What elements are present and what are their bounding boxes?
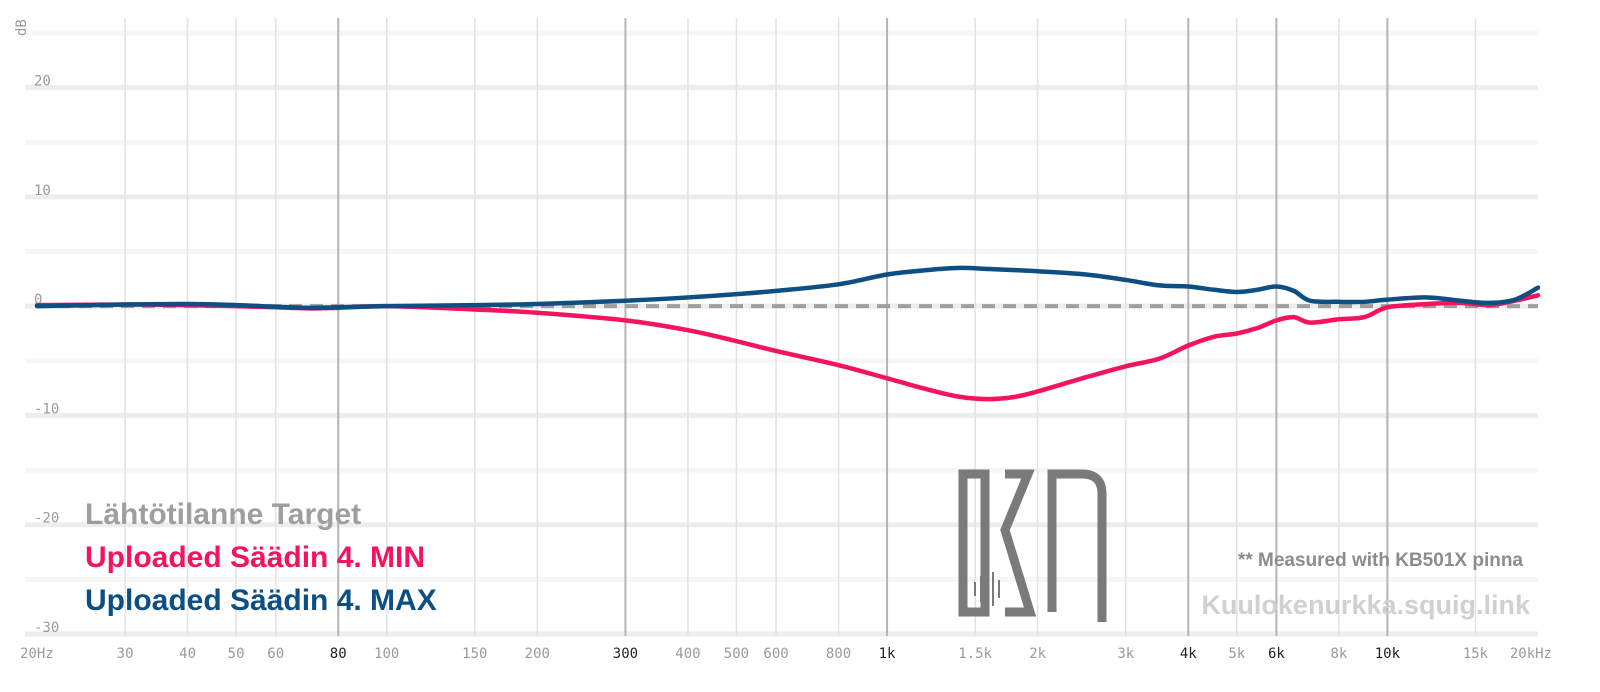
x-tick-label: 20Hz <box>20 646 54 662</box>
series-line-1 <box>34 293 1541 402</box>
x-tick-label: 50 <box>228 646 245 662</box>
x-tick-label: 60 <box>267 646 284 662</box>
x-tick-label: 3k <box>1117 646 1134 662</box>
series <box>34 265 1541 402</box>
x-tick-label: 10k <box>1375 646 1401 662</box>
x-tick-label: 500 <box>724 646 749 662</box>
y-tick-label: 20 <box>34 74 51 90</box>
legend: Lähtötilanne Target Uploaded Säädin 4. M… <box>85 498 437 617</box>
x-tick-label: 200 <box>525 646 550 662</box>
x-tick-label: 40 <box>179 646 196 662</box>
x-tick-label: 1k <box>879 646 896 662</box>
x-tick-label: 1.5k <box>958 646 992 662</box>
x-tick-label: 800 <box>826 646 851 662</box>
y-tick-label: -20 <box>34 511 59 527</box>
x-tick-label: 30 <box>117 646 134 662</box>
legend-entry-min[interactable]: Uploaded Säädin 4. MIN <box>85 541 425 574</box>
y-axis-label: dB <box>14 19 30 36</box>
x-tick-label: 2k <box>1029 646 1046 662</box>
grid <box>25 18 1538 637</box>
x-tick-label: 5k <box>1228 646 1245 662</box>
soundwave-icon <box>974 572 1000 606</box>
measurement-note: ** Measured with KB501X pinna <box>1238 550 1524 571</box>
x-tick-label: 6k <box>1268 646 1285 662</box>
x-tick-label: 20kHz <box>1510 646 1552 662</box>
x-tick-label: 80 <box>330 646 347 662</box>
x-axis-ticks: 20Hz 30 40 50 60 80 100 150 200 300 400 500 600 800 1k… <box>20 646 1552 662</box>
y-tick-label: 10 <box>34 183 51 199</box>
x-tick-label: 8k <box>1330 646 1347 662</box>
y-tick-label: 0 <box>34 292 42 308</box>
x-tick-label: 100 <box>374 646 399 662</box>
legend-entry-max[interactable]: Uploaded Säädin 4. MAX <box>85 584 437 617</box>
watermark-text: Kuulokenurkka.squig.link <box>1201 590 1531 620</box>
x-tick-label: 15k <box>1463 646 1489 662</box>
kn-logo <box>958 469 1107 622</box>
x-tick-label: 150 <box>462 646 487 662</box>
legend-entry-target[interactable]: Lähtötilanne Target <box>85 498 361 531</box>
y-tick-label: -30 <box>34 620 59 636</box>
y-axis-ticks: 20 10 0 -10 -20 -30 <box>34 74 59 636</box>
series-line-2 <box>34 265 1541 311</box>
y-tick-label: -10 <box>34 401 59 417</box>
x-tick-label: 4k <box>1180 646 1197 662</box>
x-tick-label: 400 <box>675 646 700 662</box>
x-tick-label: 600 <box>763 646 788 662</box>
x-tick-label: 300 <box>613 646 638 662</box>
